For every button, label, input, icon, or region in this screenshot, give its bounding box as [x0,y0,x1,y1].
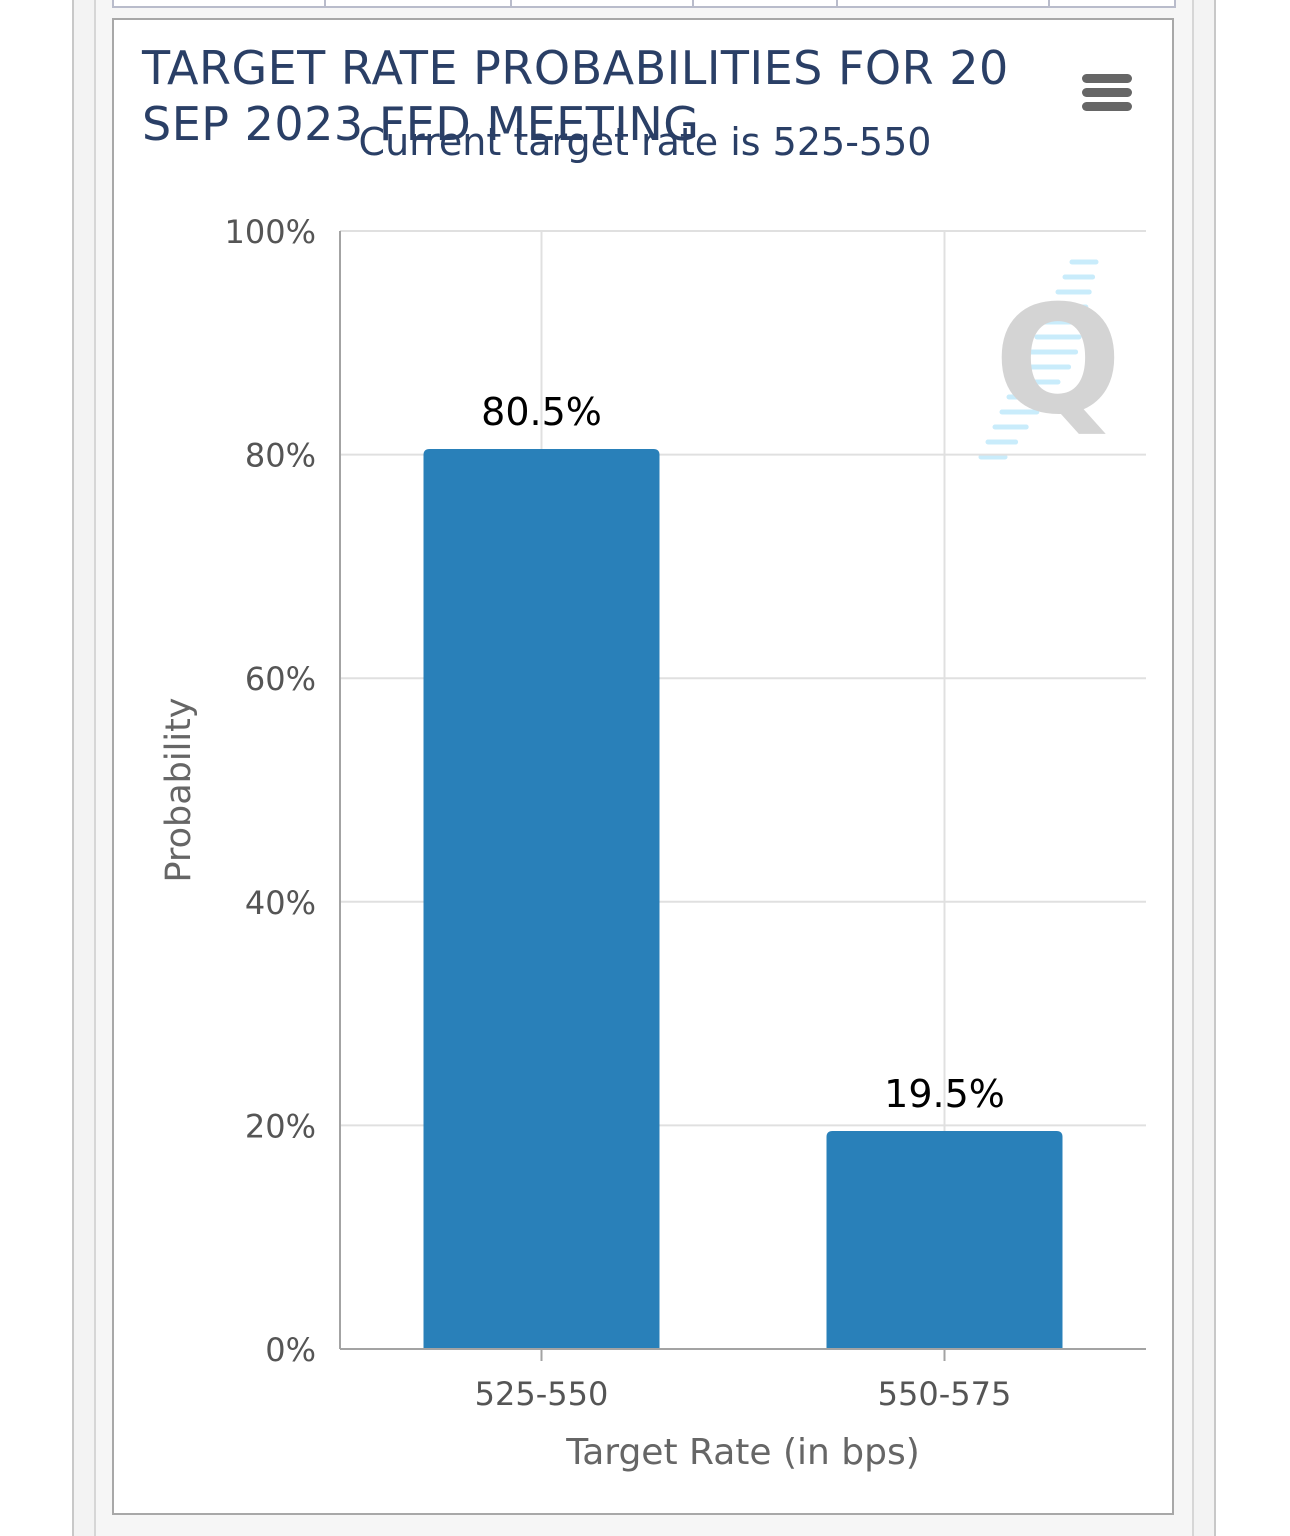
y-tick-label: 0% [265,1331,316,1369]
axes [339,231,1146,1361]
y-tick-label: 100% [225,213,316,251]
data-label: 19.5% [884,1072,1005,1116]
top-tab-strip [112,0,1176,8]
watermark-letter: Q [994,274,1122,448]
y-tick-label: 60% [245,660,316,698]
y-tick-label: 80% [245,437,316,475]
y-tick-label: 20% [245,1107,316,1145]
bars [423,449,1063,1349]
x-tick-labels: 525-550 550-575 [475,1375,1012,1413]
data-labels: 80.5% 19.5% [481,390,1005,1116]
chart-title: TARGET RATE PROBABILITIES FOR 20 SEP 202… [142,41,1009,151]
y-axis-label: Probability [159,697,199,882]
y-tick-labels: 0% 20% 40% 60% 80% 100% [225,213,316,1369]
bar-525-550 [423,449,660,1349]
bar-550-575 [826,1130,1063,1349]
x-tick-label: 550-575 [878,1375,1012,1413]
x-tick-label: 525-550 [475,1375,609,1413]
data-label: 80.5% [481,390,602,434]
chart-subtitle: Current target rate is 525-550 [358,120,932,164]
q-logo-watermark: Q [978,259,1122,460]
y-tick-label: 40% [245,884,316,922]
x-axis-label: Target Rate (in bps) [565,1432,920,1473]
hamburger-menu-icon[interactable] [1078,70,1136,116]
